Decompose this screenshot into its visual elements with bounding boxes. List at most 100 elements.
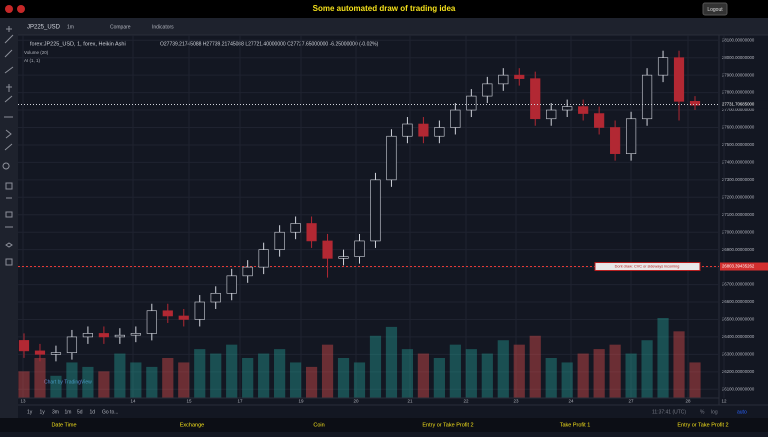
log-toggle[interactable]: log [711, 409, 718, 415]
legend-title: forex:JP225_USD, 1, forex, Heikin Ashi [30, 41, 126, 47]
volume-bar [34, 358, 46, 398]
clock: 11:37:41 (UTC) [652, 409, 686, 415]
candle-body [689, 101, 701, 106]
candle-body [34, 350, 46, 355]
candle-body [162, 310, 173, 317]
volume-bar [210, 353, 222, 398]
range-button[interactable]: 5d [77, 409, 83, 415]
column-header: Entry or Take Profit 2 [677, 422, 728, 428]
volume-bar [449, 344, 461, 398]
volume-bar [369, 335, 382, 398]
range-button[interactable]: Go to... [102, 409, 118, 415]
symbol[interactable]: JP225_USD [27, 25, 61, 31]
volume-bar [433, 358, 445, 398]
candle-body [114, 334, 125, 338]
candle-body [178, 315, 189, 320]
x-tick-label: 28 [685, 399, 691, 404]
x-tick-label: 15 [186, 399, 192, 404]
y-tick-label: 27700.00000000 [722, 107, 755, 112]
y-tick-label: 27400.00000000 [722, 160, 755, 165]
candle-body [370, 179, 381, 242]
volume-bar [194, 349, 206, 398]
candle-body [226, 275, 237, 294]
level-note-box [594, 262, 701, 272]
column-header: Entry or Take Profit 2 [422, 422, 473, 428]
range-button[interactable]: 1d [90, 409, 96, 415]
top-toolbar [18, 18, 768, 35]
candle-body [626, 118, 637, 154]
range-button[interactable]: 3m [52, 409, 59, 415]
candle-body [306, 223, 317, 242]
volume-bar [98, 371, 110, 398]
y-tick-label: 26700.00000000 [722, 282, 755, 287]
column-header: Exchange [180, 422, 204, 428]
candle-body [146, 310, 157, 334]
top-bar [0, 0, 768, 18]
columns: Date Time Exchange Coin Entry or Take Profi… [51, 422, 728, 428]
volume-bar [401, 349, 414, 398]
volume-bar [242, 358, 254, 398]
candle-body [402, 123, 413, 137]
watermark[interactable]: Chart by TradingView [44, 379, 92, 385]
volume-bar [353, 362, 366, 398]
y-tick-label: 27300.00000000 [722, 177, 755, 182]
volume-bar [18, 371, 30, 398]
y-tick-label: 26400.00000000 [722, 334, 755, 339]
candle-body [610, 127, 621, 154]
y-tick-label: 26600.00000000 [722, 299, 755, 304]
range-button[interactable]: 1y [27, 409, 33, 415]
y-tick-label: 27600.00000000 [722, 125, 755, 130]
logout-button[interactable] [702, 2, 728, 16]
candle-body [466, 95, 477, 111]
range-button[interactable]: 1y [40, 409, 46, 415]
range-button[interactable]: 1m [65, 409, 72, 415]
candle-body [673, 57, 685, 102]
y-tick-label: 28000.00000000 [722, 55, 755, 60]
compare[interactable]: Compare [110, 24, 131, 30]
x-tick-label: 27 [628, 399, 634, 404]
volume-bar [561, 362, 573, 398]
y-tick-label: 27200.00000000 [722, 194, 755, 199]
ohlc-text: O27739.21745088 H27739.21745088 L27721.4… [160, 41, 379, 47]
volume-bar [337, 358, 350, 398]
candle-body [514, 74, 525, 79]
volume-bar [689, 362, 701, 398]
y-tick-label: 26100.00000000 [722, 386, 755, 391]
indicators[interactable]: Indicators [152, 24, 174, 30]
volume-bar [146, 366, 158, 398]
candle-body [66, 336, 78, 353]
x-tick-label: 17 [237, 399, 243, 404]
auto-toggle[interactable]: auto [737, 409, 747, 415]
candle-body [562, 106, 573, 111]
candle-body [418, 123, 429, 137]
y-tick-label: 26300.00000000 [722, 352, 755, 357]
percent-toggle[interactable]: % [700, 409, 705, 415]
x-tick-label: 20 [353, 399, 359, 404]
tool-icons[interactable] [2, 26, 14, 266]
level-note: Dont draw: CVC or sideways incoming [615, 265, 680, 269]
x-tick-label: 19 [298, 399, 304, 404]
volume-bar [529, 335, 541, 398]
y-tick-label: 27800.00000000 [722, 90, 755, 95]
candle-body [530, 78, 541, 120]
logout-label[interactable]: Logout [707, 7, 723, 13]
candle-body [546, 109, 557, 120]
volume-bar [465, 349, 477, 398]
candle-body [258, 249, 269, 268]
y-tick-label: 27100.00000000 [722, 212, 755, 217]
candle-body [242, 266, 253, 277]
volume-bar [274, 349, 286, 398]
volume-bar [226, 344, 238, 398]
y-tick-label: 27500.00000000 [722, 142, 755, 147]
candle-body [657, 57, 669, 76]
interval[interactable]: 1m [67, 24, 74, 30]
column-header: Take Profit 1 [560, 422, 591, 428]
volume-label: Volume (20) [24, 50, 49, 55]
volume-bar [290, 362, 302, 398]
level-price-box [720, 262, 768, 271]
candle-body [338, 256, 349, 259]
volume-bar [673, 331, 685, 398]
y-tick-label: 26200.00000000 [722, 369, 755, 374]
logo [17, 5, 25, 13]
